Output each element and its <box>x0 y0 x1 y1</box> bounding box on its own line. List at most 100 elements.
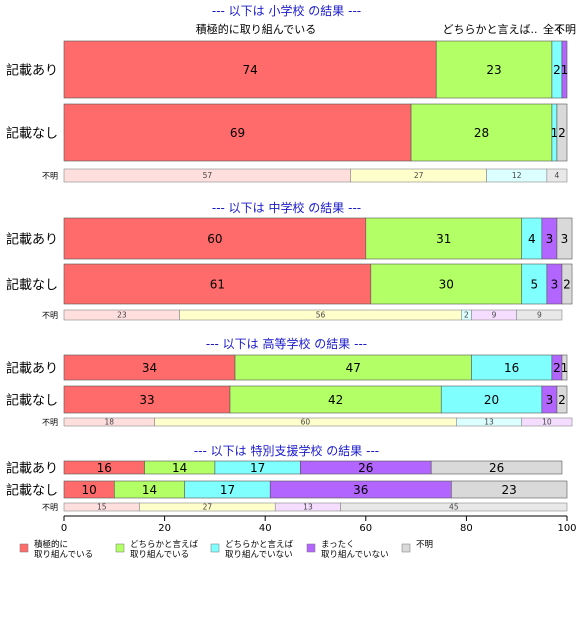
bar-value-label: 23 <box>502 483 517 497</box>
legend-label: まったく <box>321 540 355 550</box>
bar-value-label: 14 <box>142 483 157 497</box>
bar-value-label: 30 <box>439 277 454 291</box>
bar-value-label: 23 <box>486 63 501 77</box>
panel-title: --- 以下は 高等学校 の結果 --- <box>206 336 367 351</box>
unknown-bar-value-label: 9 <box>492 311 497 320</box>
bar-segment <box>521 263 548 305</box>
bar-segment <box>63 217 367 260</box>
bar-segment <box>63 385 231 414</box>
bar-segment <box>561 263 573 305</box>
legend-swatch <box>115 543 125 553</box>
legend-swatch <box>401 543 411 553</box>
legend-label: 取り組んでいる <box>130 549 189 560</box>
bar-segment <box>451 480 568 499</box>
bar-segment <box>556 217 573 260</box>
panel-title: --- 以下は 小学校 の結果 --- <box>212 3 361 18</box>
bar-value-label: 34 <box>142 361 157 375</box>
x-tick-label: 40 <box>259 523 272 534</box>
bar-segment <box>556 103 568 162</box>
bar-value-label: 2 <box>563 277 571 291</box>
legend-label: 取り組んでいない <box>225 549 293 560</box>
bar-value-label: 20 <box>484 393 499 407</box>
bar-value-label: 31 <box>436 232 451 246</box>
bar-segment <box>63 103 412 162</box>
bar-segment <box>63 354 236 381</box>
unknown-row-label: 不明 <box>42 418 58 427</box>
bar-segment <box>365 217 523 260</box>
row-label: 記載なし <box>6 393 58 409</box>
unknown-bar-value-label: 23 <box>117 311 127 320</box>
legend-label: 積極的に <box>34 539 68 550</box>
unknown-bar-segment <box>521 417 573 427</box>
bar-segment <box>556 385 568 414</box>
row-label: 記載あり <box>6 63 58 79</box>
unknown-bar-value-label: 56 <box>316 311 326 320</box>
bar-value-label: 36 <box>353 483 368 497</box>
bar-value-label: 33 <box>139 393 154 407</box>
unknown-row-label: 不明 <box>42 172 58 181</box>
bar-value-label: 74 <box>242 63 257 77</box>
top-annotation: 積極的に取り組んでいる <box>196 22 316 36</box>
legend-label: どちらかと言えば <box>130 539 199 550</box>
legend-label: どちらかと言えば <box>225 539 294 550</box>
unknown-bar-value-label: 15 <box>97 503 107 512</box>
unknown-row-label: 不明 <box>42 311 58 320</box>
bar-segment <box>435 40 553 99</box>
bar-value-label: 2 <box>558 126 566 140</box>
bar-value-label: 1 <box>561 361 569 375</box>
bar-value-label: 26 <box>489 461 504 475</box>
bar-value-label: 1 <box>551 126 559 140</box>
bar-segment <box>561 354 568 381</box>
unknown-bar-value-label: 27 <box>203 503 213 512</box>
bar-segment <box>430 460 563 475</box>
bar-segment <box>410 103 553 162</box>
unknown-bar-segment <box>516 309 563 321</box>
bar-value-label: 17 <box>220 483 235 497</box>
unknown-bar-value-label: 13 <box>303 503 313 512</box>
x-tick-label: 0 <box>61 523 67 534</box>
bar-value-label: 2 <box>553 63 561 77</box>
bar-value-label: 3 <box>546 232 554 246</box>
bar-value-label: 3 <box>551 277 559 291</box>
unknown-bar-value-label: 13 <box>484 418 494 427</box>
bar-segment <box>370 263 523 305</box>
bar-value-label: 4 <box>528 232 536 246</box>
bar-segment <box>63 263 372 305</box>
bar-value-label: 16 <box>97 461 112 475</box>
unknown-bar-value-label: 57 <box>203 171 213 180</box>
bar-value-label: 16 <box>504 361 519 375</box>
x-tick-label: 100 <box>557 523 576 534</box>
bar-value-label: 28 <box>474 126 489 140</box>
bar-value-label: 61 <box>210 277 225 291</box>
bar-value-label: 42 <box>328 393 343 407</box>
row-label: 記載なし <box>6 126 58 142</box>
legend-label: 取り組んでいない <box>321 549 389 560</box>
bar-segment <box>234 354 472 381</box>
top-annotation: 全く <box>543 22 565 36</box>
bar-value-label: 2 <box>558 393 566 407</box>
bar-value-label: 26 <box>358 461 373 475</box>
bar-value-label: 1 <box>561 63 569 77</box>
bar-value-label: 17 <box>250 461 265 475</box>
bar-segment <box>229 385 442 414</box>
bar-segment <box>440 385 543 414</box>
unknown-bar-segment <box>340 502 568 512</box>
top-annotation: 不明 <box>554 23 576 36</box>
row-label: 記載なし <box>6 483 58 499</box>
unknown-bar-value-label: 2 <box>464 311 469 320</box>
bar-value-label: 5 <box>530 277 538 291</box>
panel-title: --- 以下は 中学校 の結果 --- <box>212 200 361 215</box>
unknown-bar-value-label: 18 <box>104 418 114 427</box>
unknown-row-label: 不明 <box>42 503 58 512</box>
legend-swatch <box>19 543 29 553</box>
bar-segment <box>561 40 568 99</box>
bar-value-label: 60 <box>207 232 222 246</box>
top-annotation: どちらかと言えば.. <box>443 23 538 36</box>
unknown-bar-value-label: 27 <box>414 171 424 180</box>
unknown-bar-value-label: 9 <box>537 311 542 320</box>
unknown-bar-value-label: 60 <box>301 418 311 427</box>
unknown-bar-segment <box>546 168 568 183</box>
row-label: 記載あり <box>6 461 58 477</box>
row-label: 記載あり <box>6 232 58 248</box>
